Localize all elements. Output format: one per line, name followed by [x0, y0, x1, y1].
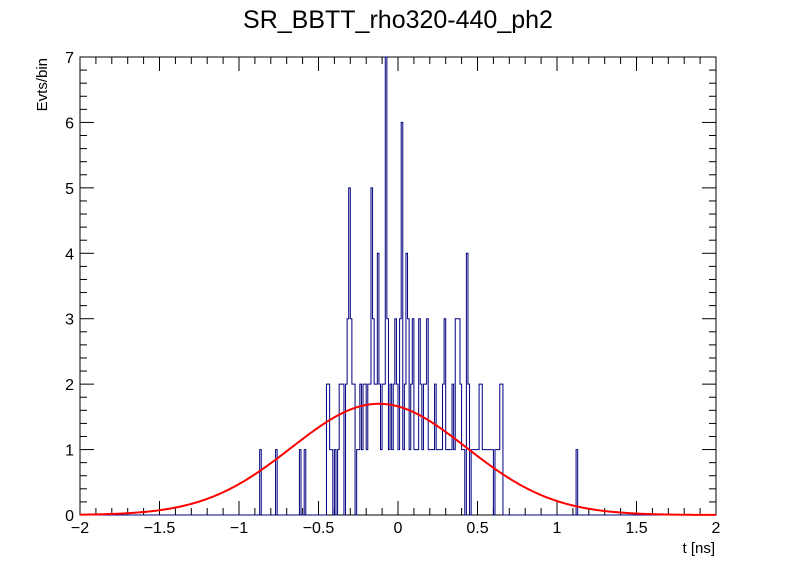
- histogram-series: [80, 56, 716, 516]
- y-axis-title: Evts/bin: [34, 58, 51, 111]
- x-tick-label: −2: [71, 520, 89, 537]
- y-tick-label: 4: [65, 246, 74, 263]
- x-tick-label: −1.5: [144, 520, 176, 537]
- x-axis-title: t [ns]: [682, 540, 715, 557]
- y-tick-label: 1: [65, 443, 74, 460]
- x-tick-label: 0.5: [466, 520, 488, 537]
- y-tick-label: 6: [65, 115, 74, 132]
- y-tick-label: 5: [65, 181, 74, 198]
- x-tick-label: 0: [394, 520, 403, 537]
- y-tick-label: 2: [65, 377, 74, 394]
- y-tick-label: 0: [65, 508, 74, 525]
- x-tick-labels: −2 −1.5 −1 −0.5 0 0.5 1 1.5 2: [71, 520, 721, 537]
- x-tick-label: 1: [553, 520, 562, 537]
- x-tick-label: 1.5: [625, 520, 647, 537]
- gaussian-fit-curve: [79, 402, 716, 516]
- x-tick-label: −1: [230, 520, 248, 537]
- y-tick-label: 7: [65, 50, 74, 67]
- y-tick-label: 3: [65, 312, 74, 329]
- x-tick-label: −0.5: [303, 520, 335, 537]
- chart-title: SR_BBTT_rho320-440_ph2: [243, 6, 553, 34]
- x-tick-label: 2: [712, 520, 721, 537]
- y-tick-labels: 0 1 2 3 4 5 6 7: [65, 50, 74, 525]
